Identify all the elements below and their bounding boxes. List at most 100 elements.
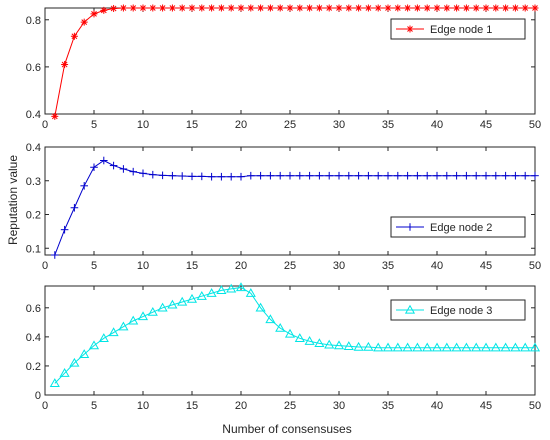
- x-tick-label: 25: [284, 260, 296, 272]
- data-point: [207, 172, 216, 181]
- data-point: [472, 4, 480, 12]
- data-point: [247, 171, 255, 180]
- data-point: [353, 341, 364, 351]
- data-point: [80, 18, 88, 26]
- data-point: [472, 171, 480, 180]
- data-point: [88, 340, 100, 350]
- data-point: [345, 171, 353, 180]
- data-point: [423, 171, 431, 180]
- y-tick-label: 0.4: [26, 142, 41, 154]
- data-point: [500, 342, 511, 352]
- data-point: [531, 4, 539, 12]
- data-point: [443, 4, 451, 12]
- data-point: [159, 4, 167, 12]
- data-point: [394, 4, 402, 12]
- data-point: [110, 4, 118, 12]
- x-tick-label: 15: [186, 400, 198, 412]
- data-point: [333, 340, 345, 350]
- data-point: [149, 170, 157, 179]
- data-point: [492, 4, 500, 12]
- data-point: [51, 112, 59, 120]
- data-point: [343, 341, 354, 350]
- data-point: [70, 203, 79, 212]
- data-point: [325, 4, 333, 12]
- data-point: [139, 4, 147, 12]
- data-point: [51, 251, 59, 259]
- data-point: [255, 302, 266, 312]
- data-point: [490, 342, 501, 352]
- data-point: [471, 342, 482, 352]
- legend-1: Edge node 1: [390, 18, 526, 40]
- data-point: [461, 342, 472, 352]
- data-point: [119, 4, 127, 12]
- data-point: [217, 4, 225, 12]
- x-tick-label: 40: [431, 119, 443, 131]
- data-point: [79, 349, 90, 358]
- legend-label: Edge node 2: [430, 222, 492, 234]
- x-tick-label: 5: [91, 260, 97, 272]
- x-tick-label: 10: [137, 119, 149, 131]
- x-tick-label: 35: [382, 400, 394, 412]
- data-point: [422, 342, 433, 352]
- x-tick-label: 15: [186, 260, 198, 272]
- x-tick-label: 30: [333, 400, 345, 412]
- data-point: [325, 171, 333, 180]
- data-point: [452, 171, 461, 180]
- data-point: [394, 171, 402, 180]
- x-tick-label: 50: [529, 260, 541, 272]
- data-point: [382, 342, 394, 352]
- data-point: [462, 4, 470, 12]
- data-point: [129, 167, 137, 176]
- data-point: [314, 338, 325, 348]
- data-point: [266, 171, 275, 180]
- data-point: [373, 342, 384, 352]
- data-point: [412, 342, 423, 352]
- x-tick-label: 20: [235, 119, 247, 131]
- data-point: [403, 171, 412, 180]
- data-point: [257, 4, 265, 12]
- x-tick-label: 35: [382, 119, 394, 131]
- data-point: [227, 4, 235, 12]
- data-point: [90, 10, 98, 18]
- legend-label: Edge node 1: [430, 24, 492, 36]
- legend-label: Edge node 3: [430, 305, 492, 317]
- data-point: [284, 328, 296, 338]
- data-point: [276, 171, 284, 180]
- data-point: [256, 171, 265, 180]
- data-point: [129, 4, 137, 12]
- y-tick-label: 0.2: [26, 361, 41, 373]
- data-point: [80, 182, 88, 190]
- data-point: [266, 4, 274, 12]
- data-point: [118, 321, 129, 331]
- data-point: [374, 171, 382, 180]
- data-point: [335, 171, 343, 180]
- data-point: [355, 4, 363, 12]
- data-point: [61, 61, 69, 69]
- data-point: [511, 4, 519, 12]
- data-point: [147, 306, 158, 316]
- data-point: [245, 288, 256, 297]
- data-point: [208, 4, 216, 12]
- data-point: [335, 4, 343, 12]
- data-point: [69, 357, 80, 367]
- data-point: [90, 163, 98, 172]
- data-point: [501, 171, 510, 180]
- data-point: [510, 342, 521, 352]
- data-point: [286, 171, 294, 180]
- data-point: [482, 171, 490, 180]
- data-point: [404, 4, 412, 12]
- y-tick-label: 0.8: [26, 15, 41, 27]
- data-point: [158, 171, 167, 180]
- data-point: [119, 165, 128, 173]
- data-point: [235, 282, 247, 292]
- data-point: [305, 171, 314, 180]
- data-point: [354, 171, 363, 180]
- x-tick-label: 0: [42, 400, 48, 412]
- data-point: [188, 172, 196, 181]
- data-point: [453, 4, 461, 12]
- x-tick-label: 5: [91, 119, 97, 131]
- data-point: [392, 342, 403, 352]
- x-tick-label: 45: [480, 119, 492, 131]
- x-axis-label: Number of consensuses: [222, 422, 351, 436]
